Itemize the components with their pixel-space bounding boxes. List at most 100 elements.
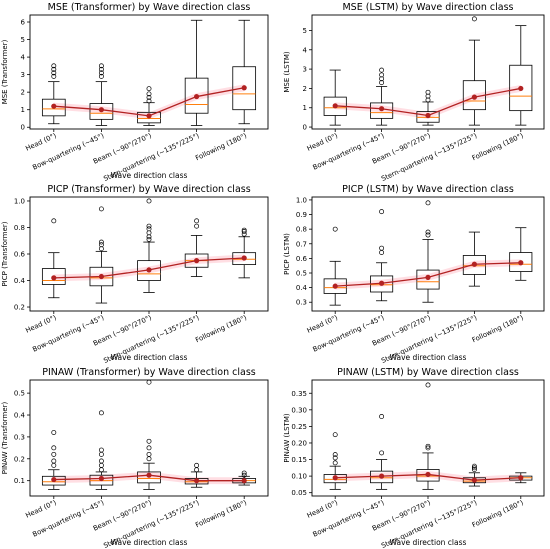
outlier-point	[471, 16, 477, 22]
iqr-box	[323, 278, 347, 294]
plot-frame	[29, 14, 269, 130]
outlier-point	[98, 462, 104, 468]
mean-marker	[379, 106, 385, 112]
box-2	[370, 67, 394, 126]
outlier-point	[194, 462, 200, 468]
mean-marker	[425, 112, 431, 119]
outlier-point	[241, 227, 247, 233]
outlier-point	[51, 462, 57, 468]
outlier-point	[146, 94, 152, 100]
x-tick-label: Head (0°)	[306, 498, 340, 519]
chart-panel: PINAW (LSTM) by Wave direction class 0.05…	[283, 367, 545, 549]
mean-marker	[332, 283, 338, 289]
y-tick-label: 2	[303, 85, 307, 93]
outlier-point	[146, 91, 152, 97]
outlier-point	[241, 472, 247, 478]
outlier-point	[51, 445, 57, 451]
outlier-point	[146, 223, 152, 229]
x-tick-label: Following (180°)	[194, 313, 248, 344]
x-tick-label: Following (180°)	[194, 131, 248, 162]
y-tick-label: 0.5	[14, 390, 25, 398]
mean-marker	[471, 261, 477, 267]
y-tick-label: 0.20	[291, 439, 307, 447]
box-3	[137, 86, 161, 126]
outlier-point	[332, 432, 338, 438]
mean-marker	[241, 85, 247, 91]
mean-marker	[194, 93, 200, 100]
y-axis-label: MSE (Transformer)	[1, 39, 9, 104]
chart-panel: MSE (LSTM) by Wave direction class 0 1 2 3 4 5…	[283, 2, 545, 183]
outlier-point	[471, 467, 477, 472]
outlier-point	[98, 239, 104, 245]
y-axis-label: PICP (LSTM)	[283, 233, 291, 275]
y-tick-label: 0.2	[14, 304, 25, 312]
box-5	[509, 25, 533, 126]
x-axis-label: Wave direction class	[390, 538, 467, 547]
box-3	[137, 198, 161, 293]
box-4	[184, 19, 209, 126]
box-1	[323, 69, 347, 126]
outlier-point	[51, 70, 57, 76]
box-4	[462, 231, 486, 287]
outlier-point	[379, 209, 385, 215]
y-tick-label: 6	[21, 19, 26, 27]
y-tick-label: 4	[303, 46, 308, 54]
x-tick-label: Head (0°)	[24, 131, 58, 152]
mean-marker	[241, 478, 247, 484]
y-axis-label: PICP (Transformer)	[1, 221, 9, 286]
outlier-point	[471, 463, 477, 469]
y-tick-label: 0.3	[14, 433, 25, 441]
outlier-point	[51, 73, 57, 79]
x-tick-label: Following (180°)	[471, 131, 525, 162]
y-tick-label: 2	[21, 89, 25, 97]
box-5	[232, 227, 257, 279]
mean-marker	[241, 255, 247, 261]
outlier-point	[98, 73, 104, 79]
mean-marker	[425, 274, 431, 280]
outlier-point	[146, 230, 152, 236]
y-tick-label: 0.35	[291, 390, 307, 398]
plot-frame	[29, 196, 269, 312]
box-4	[184, 462, 209, 488]
chart-panel: PINAW (Transformer) by Wave direction cl…	[1, 367, 269, 549]
box-5	[232, 19, 257, 125]
y-tick-label: 0.15	[291, 456, 307, 464]
iqr-box	[416, 269, 440, 290]
outlier-point	[98, 66, 104, 72]
mean-marker	[98, 475, 104, 482]
y-tick-label: 0.6	[296, 255, 308, 263]
y-tick-label: 0.25	[291, 423, 307, 431]
outlier-point	[471, 465, 477, 471]
x-tick-label: Head (0°)	[306, 131, 340, 152]
y-tick-label: 0.8	[296, 226, 307, 234]
outlier-point	[98, 246, 104, 252]
iqr-box	[41, 475, 66, 486]
y-tick-label: 0.4	[296, 284, 308, 292]
outlier-point	[332, 452, 338, 458]
y-tick-label: 0.5	[296, 270, 307, 278]
mean-marker	[471, 94, 477, 100]
outlier-point	[98, 467, 104, 473]
outlier-point	[98, 451, 104, 457]
mean-marker	[471, 477, 477, 483]
outlier-point	[425, 89, 431, 95]
iqr-box	[41, 268, 66, 285]
x-tick-label: Following (180°)	[471, 498, 525, 529]
box-3	[137, 379, 161, 490]
box-1	[323, 432, 347, 490]
iqr-box	[509, 252, 533, 272]
x-tick-label: Following (180°)	[194, 498, 248, 529]
mean-marker	[518, 260, 524, 266]
plot-frame	[311, 196, 545, 312]
outlier-point	[146, 226, 152, 232]
outlier-point	[194, 223, 200, 229]
outlier-point	[51, 430, 57, 435]
y-tick-label: 1.0	[14, 197, 25, 205]
y-tick-label: 0.4	[14, 412, 26, 420]
plot-frame	[311, 14, 545, 130]
outlier-point	[98, 458, 104, 464]
x-axis-label: Wave direction class	[390, 353, 467, 362]
outlier-point	[51, 451, 57, 457]
y-tick-label: 0.05	[291, 489, 307, 497]
outlier-point	[332, 455, 338, 461]
